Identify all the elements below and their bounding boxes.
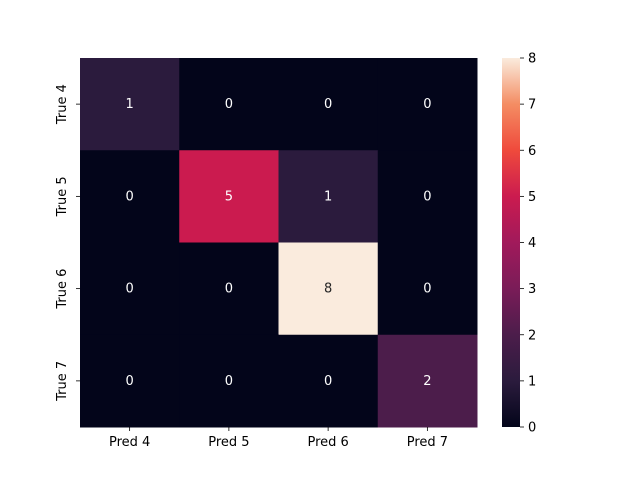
- y-axis: True 4 True 5 True 6 True 7: [55, 84, 80, 402]
- heatmap-cell: [377, 242, 478, 336]
- cell-value-label: 0: [225, 97, 233, 112]
- cell-value-label: 0: [423, 282, 431, 297]
- heatmap-cells: [80, 58, 478, 428]
- heatmap-cell: [278, 150, 379, 243]
- colorbar-tick-label: 8: [528, 52, 536, 67]
- cell-annotations: 1 0 0 00 5 1 00 0 8 00 0 0 2: [125, 97, 431, 389]
- colorbar-tick-label: 6: [528, 144, 536, 159]
- colorbar-tick-label: 7: [528, 98, 536, 113]
- colorbar-axis: 0 1 2 3 4 5 6 7 8: [520, 52, 536, 436]
- x-tick-label: Pred 6: [307, 435, 348, 450]
- heatmap-cell: [377, 150, 478, 243]
- cell-value-label: 0: [225, 374, 233, 389]
- cell-value-label: 1: [125, 97, 133, 112]
- cell-value-label: 0: [125, 282, 133, 297]
- cell-value-label: 2: [423, 374, 431, 389]
- colorbar-tick-label: 5: [528, 190, 536, 205]
- y-tick-label: True 7: [55, 361, 70, 402]
- colorbar-tick-label: 2: [528, 328, 536, 343]
- heatmap-cell: [179, 242, 279, 336]
- x-axis: Pred 4 Pred 5 Pred 6 Pred 7: [109, 427, 448, 450]
- x-tick-label: Pred 5: [208, 435, 249, 450]
- cell-value-label: 1: [324, 189, 332, 204]
- heatmap-cell: [278, 242, 379, 336]
- cell-value-label: 0: [423, 97, 431, 112]
- heatmap-cell: [80, 334, 180, 428]
- heatmap-cell: [377, 334, 478, 428]
- heatmap-cell: [179, 58, 279, 151]
- heatmap-cell: [179, 150, 279, 243]
- heatmap-cell: [278, 58, 379, 151]
- x-tick-label: Pred 7: [407, 435, 448, 450]
- y-tick-label: True 5: [55, 176, 70, 217]
- cell-value-label: 8: [324, 282, 332, 297]
- cell-value-label: 0: [324, 374, 332, 389]
- colorbar-tick-label: 0: [528, 421, 536, 436]
- cell-value-label: 0: [225, 282, 233, 297]
- x-tick-label: Pred 4: [109, 435, 150, 450]
- y-tick-label: True 4: [55, 84, 70, 125]
- heatmap-cell: [80, 58, 180, 151]
- cell-value-label: 0: [423, 189, 431, 204]
- cell-value-label: 0: [125, 374, 133, 389]
- heatmap-cell: [80, 242, 180, 336]
- colorbar: [502, 58, 520, 427]
- cell-value-label: 5: [225, 189, 233, 204]
- colorbar-tick-label: 4: [528, 236, 536, 251]
- cell-value-label: 0: [324, 97, 332, 112]
- colorbar-tick-label: 1: [528, 374, 536, 389]
- heatmap-cell: [179, 334, 279, 428]
- cell-value-label: 0: [125, 189, 133, 204]
- heatmap-cell: [377, 58, 478, 151]
- colorbar-gradient: [502, 58, 520, 427]
- heatmap-cell: [278, 334, 379, 428]
- y-tick-label: True 6: [55, 269, 70, 310]
- colorbar-tick-label: 3: [528, 282, 536, 297]
- heatmap-cell: [80, 150, 180, 243]
